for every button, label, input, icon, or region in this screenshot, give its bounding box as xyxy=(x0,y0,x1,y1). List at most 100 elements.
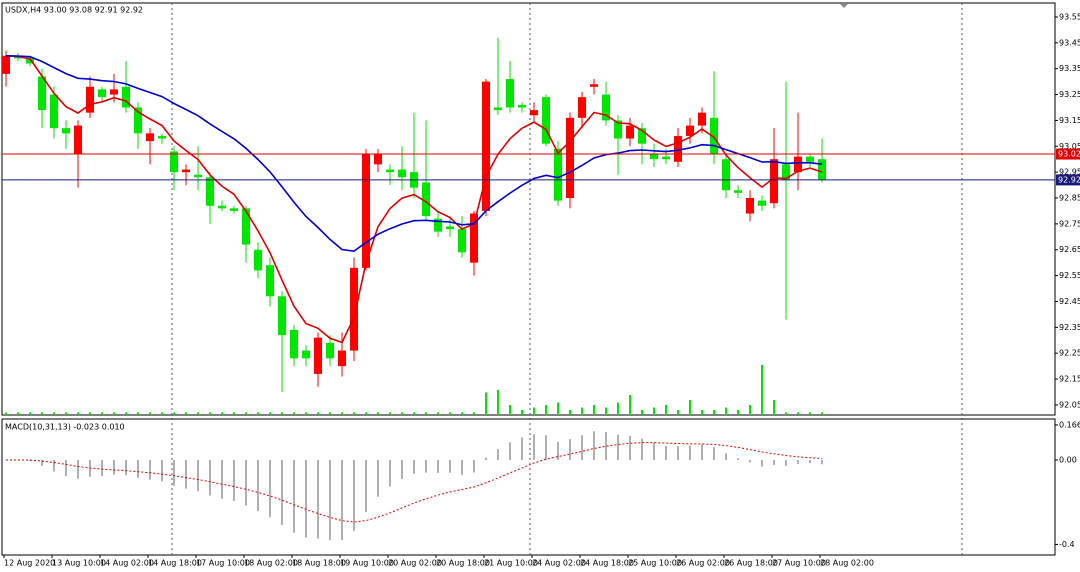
candle-body xyxy=(2,55,10,74)
macd-bar xyxy=(173,459,175,486)
volume-bar xyxy=(317,412,319,415)
volume-bar xyxy=(401,412,403,415)
candle-body xyxy=(686,125,694,136)
candle-body xyxy=(74,125,82,155)
price-tag-label: 93.02 xyxy=(1058,150,1080,159)
shift-marker xyxy=(840,4,848,8)
volume-bar xyxy=(509,405,511,415)
macd-bar xyxy=(185,459,187,489)
candle-body xyxy=(710,117,718,155)
volume-bar xyxy=(185,412,187,415)
volume-bar xyxy=(53,412,55,415)
candle-body xyxy=(530,110,538,116)
volume-bar xyxy=(137,412,139,415)
macd-bar xyxy=(713,447,715,460)
volume-bar xyxy=(641,410,643,415)
candle-body xyxy=(446,226,454,230)
macd-bar xyxy=(749,459,751,463)
y-tick-label: 92.95 xyxy=(1059,168,1080,177)
candle-body xyxy=(362,154,370,268)
macd-panel xyxy=(1,418,1056,556)
y-tick-label: 92.15 xyxy=(1059,375,1080,384)
volume-bar xyxy=(113,412,115,415)
macd-bar xyxy=(221,459,223,499)
macd-tick-label: 0.166 xyxy=(1059,420,1080,429)
y-tick-label: 92.25 xyxy=(1059,349,1080,358)
macd-bar xyxy=(341,459,343,541)
volume-bar xyxy=(353,412,355,415)
candle-body xyxy=(398,169,406,178)
y-tick-label: 93.55 xyxy=(1059,12,1080,21)
macd-bar xyxy=(353,459,355,531)
x-tick-label: 21 Aug 10:00 xyxy=(484,559,538,568)
y-tick-label: 92.05 xyxy=(1059,400,1080,409)
macd-bar xyxy=(293,459,295,533)
slow-moving-average xyxy=(5,55,823,253)
volume-bar xyxy=(281,412,283,415)
macd-bar xyxy=(773,459,775,465)
volume-bar xyxy=(461,412,463,415)
macd-tick-label: -0.4 xyxy=(1059,540,1075,549)
candle-body xyxy=(158,135,166,139)
macd-bar xyxy=(449,459,451,473)
volume-bar xyxy=(101,412,103,415)
macd-bar xyxy=(593,431,595,460)
volume-bar xyxy=(245,412,247,415)
candle-body xyxy=(518,104,526,108)
y-tick-label: 92.65 xyxy=(1059,245,1080,254)
candle-body xyxy=(434,218,442,232)
y-tick-label: 93.05 xyxy=(1059,142,1080,151)
candle-body xyxy=(26,58,34,64)
macd-bar xyxy=(401,459,403,479)
macd-bar xyxy=(677,446,679,460)
volume-bar xyxy=(725,407,727,415)
x-tick-label: 20 Aug 02:00 xyxy=(388,559,442,568)
volume-bar xyxy=(521,410,523,415)
candle-body xyxy=(326,342,334,359)
macd-bar xyxy=(77,459,79,479)
macd-bar xyxy=(581,435,583,460)
price-tag xyxy=(1056,148,1080,160)
volume-bar xyxy=(305,412,307,415)
candle-body xyxy=(626,125,634,139)
volume-bar xyxy=(269,412,271,415)
candle-body xyxy=(38,76,46,111)
macd-bar xyxy=(461,459,463,475)
macd-bar xyxy=(257,459,259,512)
volume-bar xyxy=(581,407,583,415)
macd-bar xyxy=(737,458,739,460)
macd-bar xyxy=(629,435,631,460)
volume-bar xyxy=(197,412,199,415)
volume-bar xyxy=(557,402,559,415)
macd-bar xyxy=(425,459,427,473)
macd-bar xyxy=(281,459,283,526)
macd-bar xyxy=(617,434,619,460)
volume-bar xyxy=(605,407,607,415)
macd-bar xyxy=(509,442,511,460)
macd-bar xyxy=(245,459,247,506)
candle-body xyxy=(422,182,430,217)
macd-bar xyxy=(125,459,127,476)
macd-bar xyxy=(569,439,571,460)
candle-body xyxy=(470,213,478,263)
candle-body xyxy=(554,148,562,201)
volume-bar xyxy=(89,412,91,415)
macd-bar xyxy=(365,459,367,512)
volume-bar xyxy=(797,412,799,415)
volume-bar xyxy=(617,402,619,415)
volume-bar xyxy=(713,410,715,415)
x-tick-label: 26 Aug 18:00 xyxy=(724,559,778,568)
volume-bar xyxy=(5,412,7,415)
candle-body xyxy=(314,337,322,374)
y-tick-label: 93.35 xyxy=(1059,64,1080,73)
macd-bar xyxy=(233,459,235,501)
macd-bar xyxy=(65,459,67,477)
volume-bar xyxy=(329,412,331,415)
candle-body xyxy=(650,154,658,160)
macd-bar xyxy=(797,459,799,465)
macd-tick-label: 0.00 xyxy=(1059,455,1077,464)
volume-bar xyxy=(629,395,631,415)
volume-bar xyxy=(749,405,751,415)
candle-body xyxy=(206,177,214,206)
candle-body xyxy=(746,198,754,214)
